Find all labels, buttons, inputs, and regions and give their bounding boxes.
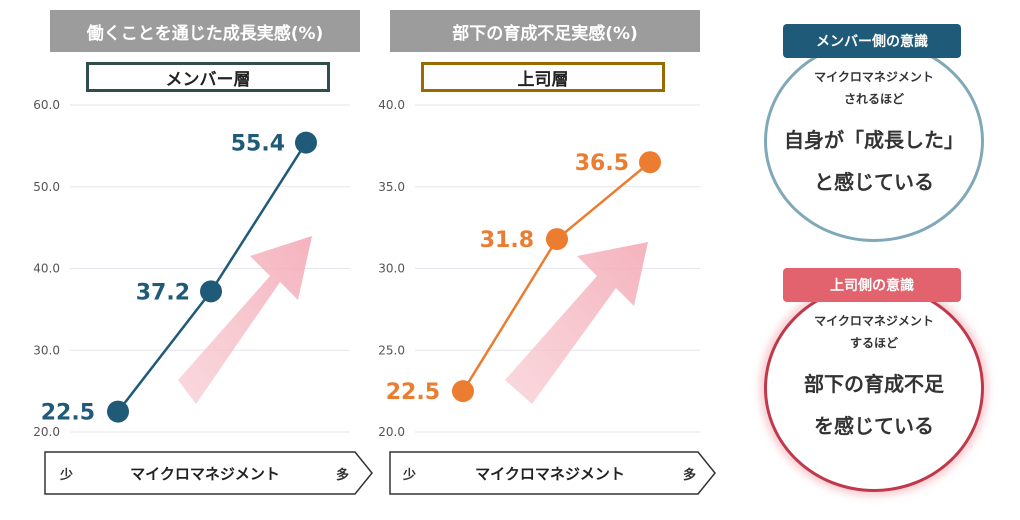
chart2-subtitle: 上司層 bbox=[421, 62, 665, 92]
y-tick-label: 60.0 bbox=[33, 98, 60, 112]
boss-insight-big-2: を感じている bbox=[814, 414, 934, 438]
charts-svg: 20.0 30.0 40.0 50.0 60.0 22.5 37.2 55.4 少 マイクロ… bbox=[33, 98, 716, 495]
member-insight-small-1: マイクロマネジメント bbox=[814, 70, 934, 84]
data-label: 22.5 bbox=[386, 380, 440, 405]
y-tick-label: 35.0 bbox=[378, 180, 405, 194]
y-tick-label: 30.0 bbox=[378, 262, 405, 276]
member-insight-big-1: 自身が「成長した」 bbox=[784, 128, 964, 152]
boss-insight-small-2: するほど bbox=[849, 336, 898, 350]
y-tick-label: 30.0 bbox=[33, 343, 60, 357]
y-tick-label: 50.0 bbox=[33, 180, 60, 194]
trend-arrow-icon bbox=[505, 242, 648, 404]
chart2-xlabel-low: 少 bbox=[402, 467, 416, 483]
chart2-title: 部下の育成不足実感(%) bbox=[390, 10, 700, 52]
data-label: 36.5 bbox=[575, 151, 629, 176]
boss-insight-circle bbox=[764, 284, 984, 492]
chart1-xaxis-arrow bbox=[44, 451, 373, 495]
chart2: 20.0 25.0 30.0 35.0 40.0 22.5 31.8 36.5 少 マイクロ… bbox=[378, 98, 716, 495]
chart1-xlabel-high: 多 bbox=[336, 467, 349, 483]
data-point bbox=[546, 228, 568, 251]
data-point bbox=[452, 380, 474, 403]
y-tick-label: 20.0 bbox=[378, 425, 405, 439]
chart1-xlabel-low: 少 bbox=[59, 467, 73, 483]
member-insight-big-2: と感じている bbox=[814, 170, 934, 194]
chart2-xlabel: マイクロマネジメント bbox=[475, 465, 625, 483]
data-point bbox=[200, 280, 222, 303]
y-tick-label: 40.0 bbox=[33, 262, 60, 276]
member-insight-small-2: されるほど bbox=[843, 92, 904, 106]
data-label: 31.8 bbox=[480, 228, 534, 253]
boss-insight-badge: 上司側の意識 bbox=[783, 268, 961, 302]
boss-insight-small-1: マイクロマネジメント bbox=[814, 314, 934, 328]
member-insight-circle bbox=[764, 40, 984, 242]
data-label: 22.5 bbox=[41, 401, 95, 426]
data-label: 55.4 bbox=[231, 132, 285, 157]
chart1-xlabel: マイクロマネジメント bbox=[130, 465, 280, 483]
data-label: 37.2 bbox=[136, 280, 190, 305]
y-tick-label: 25.0 bbox=[378, 343, 405, 357]
y-tick-label: 20.0 bbox=[33, 425, 60, 439]
member-insight-badge: メンバー側の意識 bbox=[783, 24, 961, 58]
data-point bbox=[295, 131, 317, 154]
y-tick-label: 40.0 bbox=[378, 98, 405, 112]
chart1-title: 働くことを通じた成長実感(%) bbox=[50, 10, 360, 52]
boss-insight-big-1: 部下の育成不足 bbox=[804, 372, 944, 396]
chart1-subtitle: メンバー層 bbox=[86, 62, 330, 92]
data-point bbox=[639, 151, 661, 174]
chart1: 20.0 30.0 40.0 50.0 60.0 22.5 37.2 55.4 少 マイクロ… bbox=[33, 98, 373, 495]
chart2-xlabel-high: 多 bbox=[683, 467, 696, 483]
trend-arrow-icon bbox=[178, 236, 312, 404]
data-point bbox=[107, 400, 129, 423]
chart2-xaxis-arrow bbox=[389, 451, 716, 495]
